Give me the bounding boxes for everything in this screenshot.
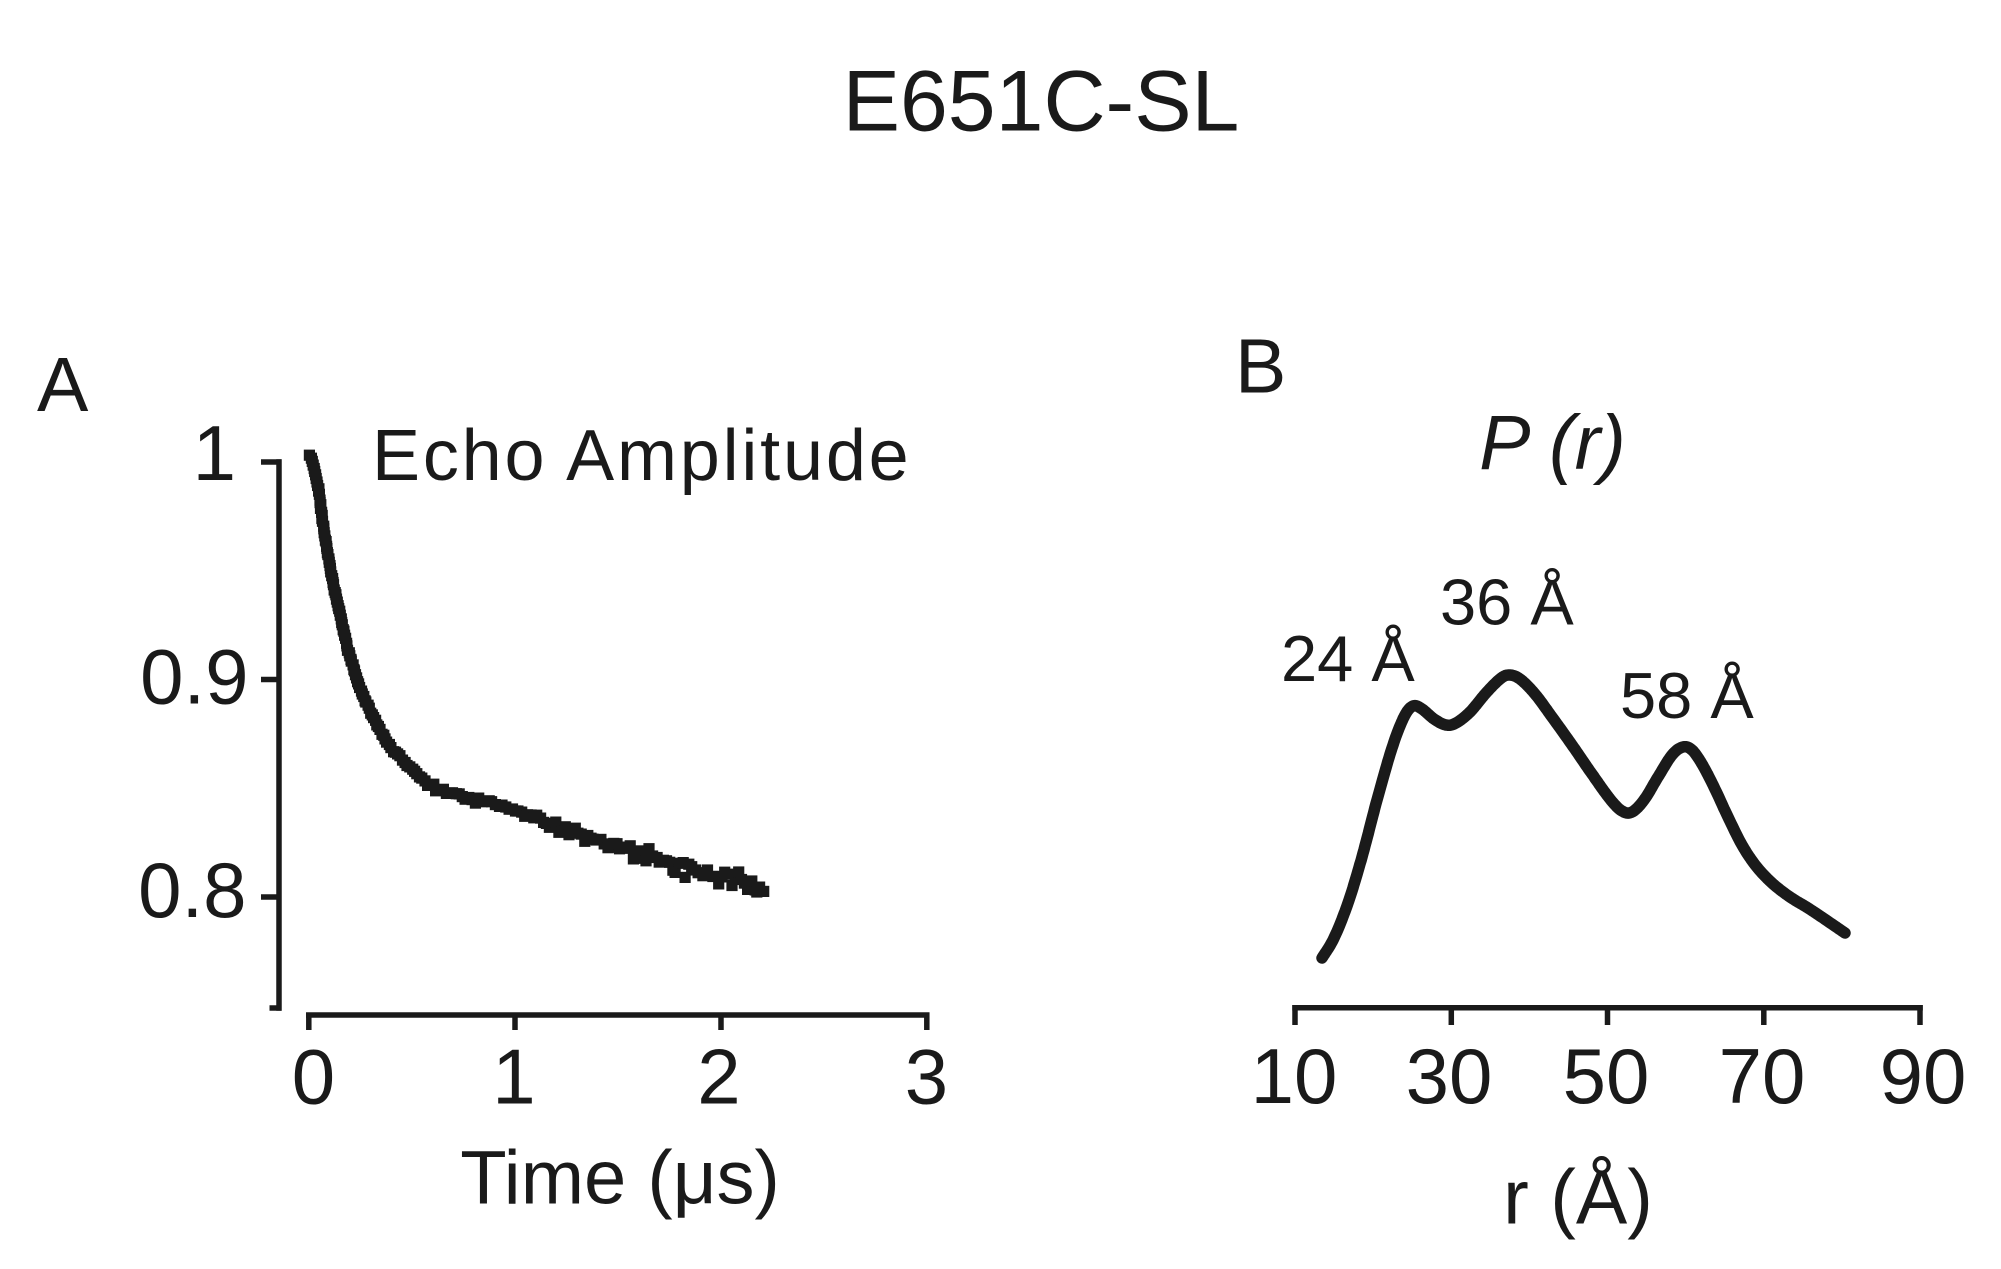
svg-text:1: 1 <box>492 1033 535 1121</box>
svg-text:2: 2 <box>697 1033 740 1121</box>
svg-text:Time (μs): Time (μs) <box>460 1136 780 1221</box>
svg-text:r (Å): r (Å) <box>1503 1155 1653 1241</box>
svg-text:0.8: 0.8 <box>138 846 246 934</box>
svg-text:0: 0 <box>292 1033 335 1121</box>
svg-text:24 Å: 24 Å <box>1281 622 1415 695</box>
svg-text:Echo Amplitude: Echo Amplitude <box>372 416 912 496</box>
svg-text:0.9: 0.9 <box>140 633 248 721</box>
svg-text:50: 50 <box>1563 1032 1650 1120</box>
svg-text:36 Å: 36 Å <box>1440 566 1574 639</box>
svg-text:B: B <box>1235 324 1286 410</box>
svg-text:P (r): P (r) <box>1479 400 1626 486</box>
svg-text:90: 90 <box>1880 1032 1967 1120</box>
svg-text:58 Å: 58 Å <box>1620 659 1754 732</box>
svg-text:70: 70 <box>1719 1032 1806 1120</box>
svg-text:A: A <box>37 342 89 428</box>
svg-text:3: 3 <box>905 1033 948 1121</box>
svg-text:10: 10 <box>1251 1032 1338 1120</box>
svg-text:1: 1 <box>193 409 236 497</box>
svg-text:30: 30 <box>1406 1032 1493 1120</box>
svg-text:E651C-SL: E651C-SL <box>843 54 1240 150</box>
